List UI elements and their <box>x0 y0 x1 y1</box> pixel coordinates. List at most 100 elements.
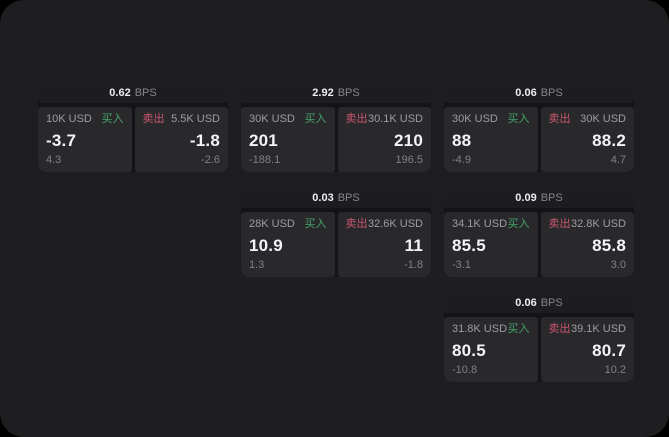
sell-price-value: 210 <box>394 130 423 150</box>
buy-amount-label: 30K USD <box>249 113 295 125</box>
buy-price-value: 201 <box>249 130 278 150</box>
quote-panels: 34.1K USD 买入 85.5 -3.1 卖出 32.8K USD 85.8… <box>444 212 634 277</box>
sell-panel[interactable]: 卖出 30K USD 88.2 4.7 <box>540 107 634 172</box>
sell-sub-value: 196.5 <box>395 154 423 166</box>
bps-value: 0.62 <box>109 86 131 99</box>
buy-panel-top: 30K USD 买入 <box>249 114 327 125</box>
sell-panel-top: 卖出 32.8K USD <box>549 219 627 230</box>
bps-unit-label: BPS <box>337 86 360 99</box>
bps-header: 0.06 BPS <box>444 293 634 313</box>
sell-price-value: -1.8 <box>189 130 220 150</box>
bps-header: 0.62 BPS <box>38 83 228 103</box>
bps-value: 0.06 <box>515 86 537 99</box>
buy-panel-top: 28K USD 买入 <box>249 219 327 230</box>
sell-side-tag: 卖出 <box>548 113 571 125</box>
buy-side-tag: 买入 <box>101 113 124 125</box>
sell-panel[interactable]: 卖出 32.6K USD 11 -1.8 <box>337 212 431 277</box>
buy-price-value: 10.9 <box>249 235 283 255</box>
sell-panel[interactable]: 卖出 5.5K USD -1.8 -2.6 <box>134 107 228 172</box>
sell-side-tag: 卖出 <box>548 218 571 230</box>
sell-price-value: 11 <box>404 235 423 255</box>
buy-side-tag: 买入 <box>507 218 530 230</box>
buy-panel-top: 10K USD 买入 <box>46 114 124 125</box>
sell-amount-label: 5.5K USD <box>171 113 220 125</box>
sell-sub-value: 3.0 <box>610 259 626 271</box>
bps-unit-label: BPS <box>134 86 157 99</box>
sell-panel[interactable]: 卖出 32.8K USD 85.8 3.0 <box>540 212 634 277</box>
sell-panel[interactable]: 卖出 30.1K USD 210 196.5 <box>337 107 431 172</box>
quote-card: 0.06 BPS 30K USD 买入 88 -4.9 卖出 30K USD 8… <box>444 83 634 172</box>
buy-amount-label: 28K USD <box>249 218 295 230</box>
buy-panel[interactable]: 31.8K USD 买入 80.5 -10.8 <box>444 317 538 382</box>
buy-sub-value: 4.3 <box>46 154 62 166</box>
buy-panel[interactable]: 34.1K USD 买入 85.5 -3.1 <box>444 212 538 277</box>
bps-unit-label: BPS <box>337 191 360 204</box>
sell-sub-value: 10.2 <box>604 364 626 376</box>
sell-sub-value: -2.6 <box>201 154 220 166</box>
buy-side-tag: 买入 <box>304 113 327 125</box>
sell-amount-label: 32.6K USD <box>367 218 423 230</box>
buy-panel[interactable]: 28K USD 买入 10.9 1.3 <box>241 212 335 277</box>
quote-cards-grid: 0.62 BPS 10K USD 买入 -3.7 4.3 卖出 5.5K USD… <box>38 83 634 382</box>
sell-amount-label: 32.8K USD <box>570 218 626 230</box>
sell-price-value: 88.2 <box>592 130 626 150</box>
quote-panels: 30K USD 买入 88 -4.9 卖出 30K USD 88.2 4.7 <box>444 107 634 172</box>
sell-amount-label: 30.1K USD <box>367 113 423 125</box>
buy-panel[interactable]: 30K USD 买入 201 -188.1 <box>241 107 335 172</box>
sell-side-tag: 卖出 <box>142 113 165 125</box>
quote-panels: 10K USD 买入 -3.7 4.3 卖出 5.5K USD -1.8 -2.… <box>38 107 228 172</box>
buy-price-value: -3.7 <box>46 130 77 150</box>
quote-card: 2.92 BPS 30K USD 买入 201 -188.1 卖出 30.1K … <box>241 83 431 172</box>
buy-sub-value: -3.1 <box>452 259 471 271</box>
quote-card: 0.03 BPS 28K USD 买入 10.9 1.3 卖出 32.6K US… <box>241 188 431 277</box>
quote-card: 0.62 BPS 10K USD 买入 -3.7 4.3 卖出 5.5K USD… <box>38 83 228 172</box>
bps-value: 0.03 <box>312 191 334 204</box>
bps-value: 0.09 <box>515 191 537 204</box>
bps-unit-label: BPS <box>540 191 563 204</box>
buy-sub-value: -188.1 <box>249 154 281 166</box>
buy-panel[interactable]: 10K USD 买入 -3.7 4.3 <box>38 107 132 172</box>
buy-amount-label: 31.8K USD <box>452 323 508 335</box>
sell-panel-top: 卖出 39.1K USD <box>549 324 627 335</box>
sell-price-value: 80.7 <box>592 340 626 360</box>
buy-panel-top: 30K USD 买入 <box>452 114 530 125</box>
sell-panel-top: 卖出 32.6K USD <box>346 219 424 230</box>
buy-amount-label: 30K USD <box>452 113 498 125</box>
buy-panel[interactable]: 30K USD 买入 88 -4.9 <box>444 107 538 172</box>
bps-value: 0.06 <box>515 296 537 309</box>
buy-side-tag: 买入 <box>507 113 530 125</box>
sell-panel-top: 卖出 30K USD <box>549 114 627 125</box>
sell-panel-top: 卖出 30.1K USD <box>346 114 424 125</box>
quote-card: 0.09 BPS 34.1K USD 买入 85.5 -3.1 卖出 32.8K… <box>444 188 634 277</box>
bps-header: 2.92 BPS <box>241 83 431 103</box>
buy-sub-value: -4.9 <box>452 154 471 166</box>
bps-value: 2.92 <box>312 86 334 99</box>
sell-sub-value: 4.7 <box>610 154 626 166</box>
bps-header: 0.03 BPS <box>241 188 431 208</box>
buy-price-value: 80.5 <box>452 340 486 360</box>
buy-price-value: 85.5 <box>452 235 486 255</box>
sell-panel-top: 卖出 5.5K USD <box>143 114 221 125</box>
quote-card: 0.06 BPS 31.8K USD 买入 80.5 -10.8 卖出 39.1… <box>444 293 634 382</box>
buy-amount-label: 10K USD <box>46 113 92 125</box>
sell-sub-value: -1.8 <box>404 259 423 271</box>
bps-header: 0.09 BPS <box>444 188 634 208</box>
buy-panel-top: 34.1K USD 买入 <box>452 219 530 230</box>
sell-side-tag: 卖出 <box>345 218 368 230</box>
buy-side-tag: 买入 <box>507 323 530 335</box>
sell-side-tag: 卖出 <box>345 113 368 125</box>
buy-sub-value: 1.3 <box>249 259 265 271</box>
sell-amount-label: 30K USD <box>580 113 626 125</box>
quote-panels: 30K USD 买入 201 -188.1 卖出 30.1K USD 210 1… <box>241 107 431 172</box>
buy-panel-top: 31.8K USD 买入 <box>452 324 530 335</box>
bps-unit-label: BPS <box>540 86 563 99</box>
bps-header: 0.06 BPS <box>444 83 634 103</box>
bps-unit-label: BPS <box>540 296 563 309</box>
sell-panel[interactable]: 卖出 39.1K USD 80.7 10.2 <box>540 317 634 382</box>
buy-price-value: 88 <box>452 130 472 150</box>
sell-amount-label: 39.1K USD <box>570 323 626 335</box>
quote-panels: 28K USD 买入 10.9 1.3 卖出 32.6K USD 11 -1.8 <box>241 212 431 277</box>
sell-side-tag: 卖出 <box>548 323 571 335</box>
buy-amount-label: 34.1K USD <box>452 218 508 230</box>
